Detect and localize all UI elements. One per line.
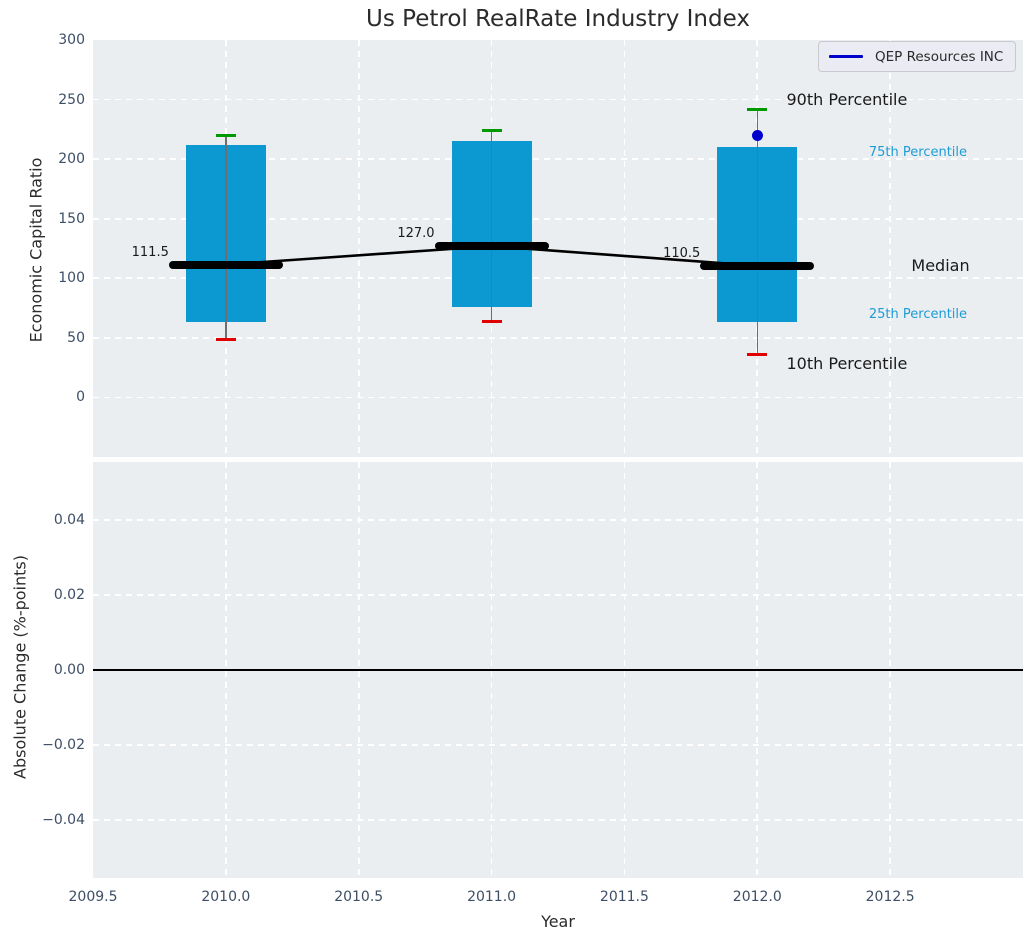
x-axis-label: Year (93, 912, 1023, 931)
y-tick-top-300: 300 (5, 31, 85, 49)
h-gridline (93, 819, 1023, 821)
x-tick-2012.5: 2012.5 (845, 888, 935, 906)
x-tick-2010.5: 2010.5 (314, 888, 404, 906)
y-tick-bottom--0.04: −0.04 (5, 811, 85, 829)
y-tick-top-250: 250 (5, 91, 85, 109)
legend-label: QEP Resources INC (875, 49, 1003, 65)
y-tick-top-50: 50 (5, 329, 85, 347)
median-segment-2010 (169, 261, 283, 269)
y-axis-label-top: Economic Capital Ratio (27, 158, 46, 343)
y-tick-bottom-0.02: 0.02 (5, 586, 85, 604)
y-tick-top-150: 150 (5, 210, 85, 228)
x-tick-2012.0: 2012.0 (712, 888, 802, 906)
chart-title: Us Petrol RealRate Industry Index (93, 6, 1023, 32)
figure: Us Petrol RealRate Industry Index 111.51… (0, 0, 1034, 942)
median-value-label-2011: 127.0 (395, 226, 435, 241)
y-tick-bottom--0.02: −0.02 (5, 736, 85, 754)
x-tick-2011.5: 2011.5 (579, 888, 669, 906)
y-tick-top-200: 200 (5, 150, 85, 168)
legend-line-swatch (829, 55, 863, 58)
x-tick-2010.0: 2010.0 (181, 888, 271, 906)
annotation-10th-percentile: 10th Percentile (787, 354, 908, 373)
zero-reference-line (93, 669, 1023, 671)
bottom-axes (93, 462, 1023, 878)
median-segment-2012 (700, 262, 814, 270)
h-gridline (93, 744, 1023, 746)
y-tick-bottom-0.04: 0.04 (5, 511, 85, 529)
h-gridline (93, 519, 1023, 521)
h-gridline (93, 594, 1023, 596)
median-segment-2011 (435, 242, 549, 250)
y-tick-top-100: 100 (5, 269, 85, 287)
y-tick-top-0: 0 (5, 388, 85, 406)
annotation-75th-percentile: 75th Percentile (869, 145, 967, 160)
top-axes: 111.5 127.0 110.5 90th Percentile 75th Perce… (93, 40, 1023, 457)
median-value-label-2012: 110.5 (660, 246, 700, 261)
legend: QEP Resources INC (818, 41, 1016, 72)
x-tick-2011.0: 2011.0 (447, 888, 537, 906)
median-value-label-2010: 111.5 (129, 245, 169, 260)
y-tick-bottom-0: 0.00 (5, 661, 85, 679)
annotation-90th-percentile: 90th Percentile (787, 90, 908, 109)
annotation-25th-percentile: 25th Percentile (869, 307, 967, 322)
annotation-median: Median (911, 256, 969, 275)
x-tick-2009.5: 2009.5 (48, 888, 138, 906)
